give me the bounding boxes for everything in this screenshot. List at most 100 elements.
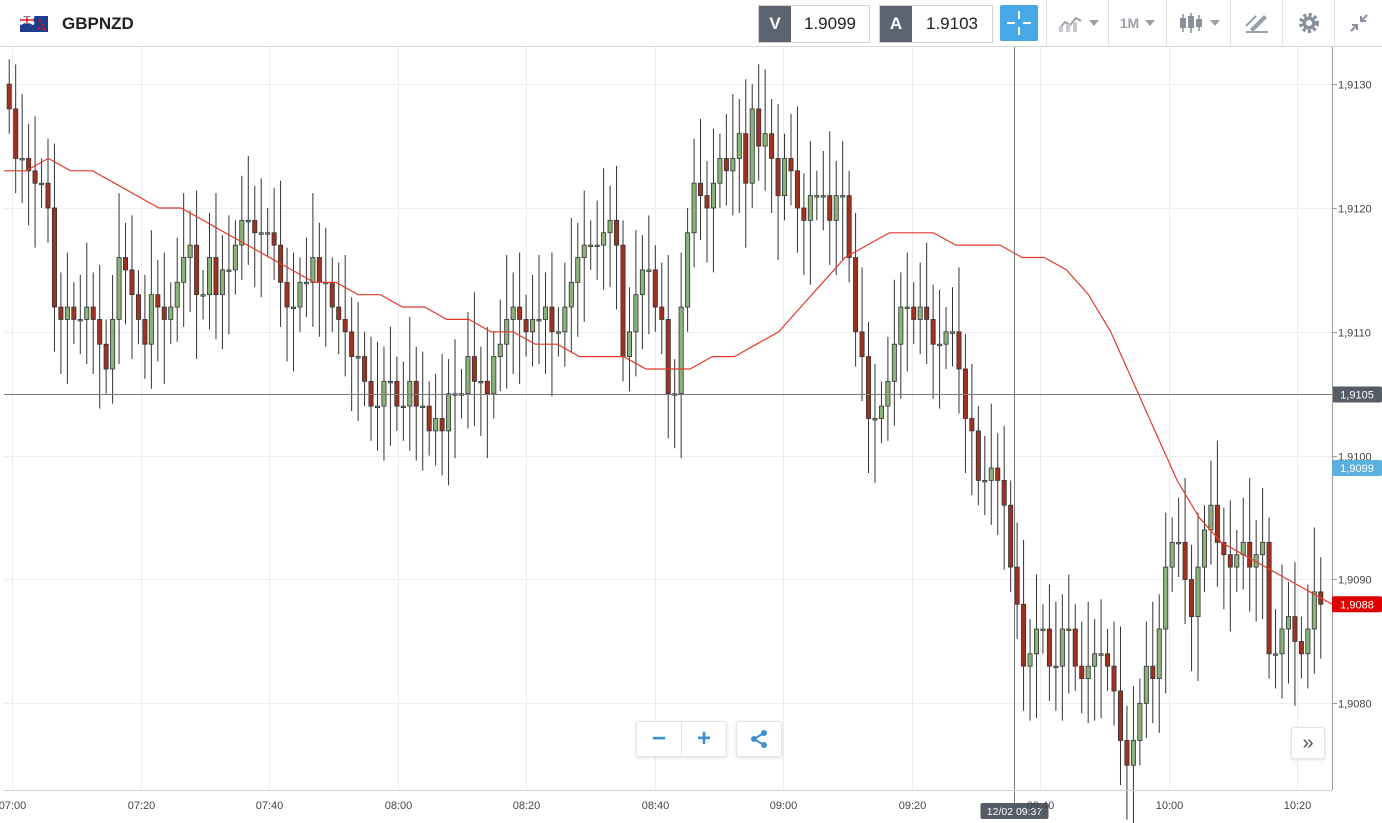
- candle-down: [1072, 628, 1078, 667]
- chevron-down-icon: [1145, 20, 1156, 26]
- candle-up: [1040, 628, 1046, 631]
- candle-down: [743, 133, 749, 184]
- bid-label: V: [759, 6, 791, 42]
- candle-up: [1027, 653, 1033, 667]
- candlestick-icon: [1179, 13, 1202, 33]
- collapse-button[interactable]: [1334, 0, 1382, 46]
- x-tick-label: 07:20: [128, 800, 156, 812]
- candle-up: [1260, 541, 1266, 556]
- chart-grid: [0, 47, 1382, 823]
- bid-quote-button[interactable]: V 1.9099: [758, 5, 870, 43]
- bid-price-label: 1,9099: [1340, 463, 1374, 475]
- bid-price-tag: [1332, 460, 1382, 477]
- candle-up: [814, 195, 820, 198]
- candle-up: [594, 244, 600, 248]
- candle-up: [420, 405, 426, 409]
- timeframe-dropdown[interactable]: 1M: [1108, 0, 1166, 46]
- current-price-tag: [1332, 596, 1382, 613]
- candle-up: [219, 269, 225, 296]
- candle-down: [1117, 690, 1123, 741]
- candle-up: [904, 306, 910, 309]
- candle-down: [6, 83, 12, 110]
- scroll-right-button[interactable]: »: [1291, 727, 1325, 759]
- candle-up: [491, 356, 497, 395]
- candle-up: [1273, 653, 1279, 656]
- candle-up: [885, 380, 891, 407]
- candle-up: [943, 331, 949, 345]
- candle-up: [1279, 628, 1285, 655]
- candle-down: [794, 170, 800, 209]
- candle-up: [937, 343, 943, 347]
- x-tick-label: 07:00: [0, 800, 26, 812]
- symbol-name: GBPNZD: [62, 14, 134, 33]
- candle-down: [1150, 665, 1156, 679]
- candle-up: [1201, 529, 1207, 568]
- candle-up: [265, 232, 271, 235]
- candle-up: [762, 133, 768, 147]
- candle-up: [39, 182, 45, 186]
- candle-down: [155, 294, 161, 308]
- timeframe-label: 1M: [1119, 15, 1140, 31]
- candle-down: [103, 343, 109, 370]
- ask-value: 1.9103: [926, 14, 978, 33]
- candle-up: [639, 269, 645, 296]
- candle-down: [620, 244, 626, 357]
- candle-down: [336, 306, 342, 320]
- candle-up: [1208, 504, 1214, 531]
- candle-up: [1163, 566, 1169, 630]
- candle-up: [988, 467, 994, 481]
- candle-down: [975, 430, 981, 481]
- chevron-down-icon: [1209, 20, 1220, 26]
- candle-up: [872, 418, 878, 421]
- candle-up: [510, 306, 516, 320]
- candle-down: [349, 331, 355, 357]
- candle-down: [775, 158, 781, 196]
- candle-up: [562, 306, 568, 333]
- candle-up: [678, 306, 684, 395]
- candlestick-chart[interactable]: 1,9105 12/02 09:37 1,9130 1,9120 1,91101,91…: [0, 47, 1382, 823]
- chart-type-dropdown[interactable]: [1046, 0, 1108, 46]
- candle-down: [394, 380, 400, 407]
- candle-down: [1021, 603, 1027, 667]
- candle-up: [536, 319, 542, 322]
- symbol-selector[interactable]: GBPNZD: [19, 13, 134, 35]
- candle-down: [1046, 628, 1052, 667]
- candle-down: [58, 306, 64, 320]
- candle-down: [439, 418, 445, 432]
- candle-down: [962, 368, 968, 419]
- moving-average-line: [4, 157, 1333, 605]
- candle-down: [1292, 616, 1298, 642]
- candle-up: [807, 195, 813, 221]
- candle-down: [723, 158, 729, 172]
- settings-button[interactable]: [1282, 0, 1334, 46]
- candle-up: [19, 158, 25, 161]
- zoom-out-button[interactable]: −: [637, 722, 682, 756]
- candle-down: [1247, 541, 1253, 568]
- share-button[interactable]: [736, 721, 782, 757]
- candle-up: [400, 405, 406, 409]
- candle-style-dropdown[interactable]: [1166, 0, 1230, 46]
- candle-up: [575, 257, 581, 283]
- ask-label: A: [880, 6, 912, 42]
- candle-up: [542, 306, 548, 320]
- draw-tools-button[interactable]: [1230, 0, 1282, 46]
- x-tick-label: 08:40: [642, 800, 670, 812]
- zoom-in-button[interactable]: +: [696, 725, 711, 752]
- x-tick-label: 08:20: [513, 800, 541, 812]
- candle-down: [969, 418, 975, 432]
- y-tick-label: 1,9120: [1338, 204, 1372, 216]
- candle-down: [284, 281, 290, 308]
- candle-down: [426, 405, 432, 432]
- candle-down: [698, 182, 704, 196]
- candle-up: [717, 158, 723, 184]
- candle-up: [465, 356, 471, 395]
- collapse-icon: [1349, 14, 1368, 32]
- candle-up: [601, 232, 607, 246]
- ask-quote-button[interactable]: A 1.9103: [879, 5, 993, 43]
- candle-up: [626, 331, 632, 357]
- candle-up: [1137, 702, 1143, 741]
- candle-down: [846, 195, 852, 258]
- crosshair-button[interactable]: [1000, 5, 1038, 41]
- candle-down: [911, 306, 917, 320]
- candle-down: [1079, 665, 1085, 679]
